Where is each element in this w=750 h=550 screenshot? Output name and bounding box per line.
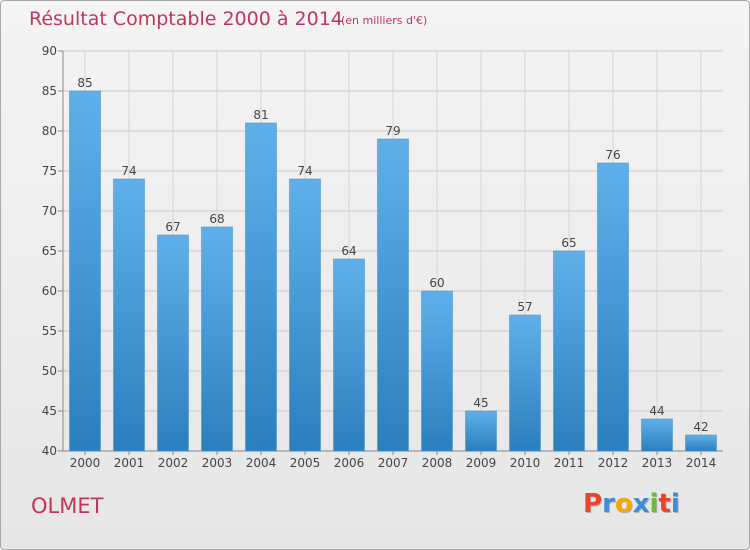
y-tick-label: 45 (42, 404, 57, 418)
logo-letter: P (583, 489, 603, 519)
y-tick-label: 85 (42, 84, 57, 98)
y-tick-label: 75 (42, 164, 57, 178)
bars (69, 90, 717, 452)
data-label-2010: 57 (517, 300, 532, 314)
data-label-2009: 45 (473, 396, 488, 410)
x-tick-label-2008: 2008 (422, 456, 453, 470)
y-tick-label: 80 (42, 124, 57, 138)
logo-letter: o (614, 489, 633, 519)
x-tick-label-2005: 2005 (290, 456, 321, 470)
data-label-2008: 60 (429, 276, 444, 290)
data-label-2006: 64 (341, 244, 356, 258)
y-tick-label: 50 (42, 364, 57, 378)
bar-2010 (509, 314, 541, 452)
logo-letter: i (649, 489, 659, 519)
x-tick-label-2011: 2011 (554, 456, 585, 470)
x-tick-label-2004: 2004 (246, 456, 277, 470)
x-tick-label-2010: 2010 (510, 456, 541, 470)
bar-2013 (641, 418, 673, 452)
y-tick-label: 90 (42, 44, 57, 58)
x-tick-label-2001: 2001 (114, 456, 145, 470)
data-label-2000: 85 (77, 76, 92, 90)
data-label-2004: 81 (253, 108, 268, 122)
x-tick-label-2003: 2003 (202, 456, 233, 470)
data-label-2014: 42 (693, 420, 708, 434)
bar-2009 (465, 410, 497, 452)
data-label-2011: 65 (561, 236, 576, 250)
x-tick-label-2000: 2000 (70, 456, 101, 470)
bar-2012 (597, 162, 629, 452)
chart-title: Résultat Comptable 2000 à 2014 (29, 8, 343, 30)
logo-letter: i (670, 489, 680, 519)
x-tick-label-2007: 2007 (378, 456, 409, 470)
y-tick-label: 70 (42, 204, 57, 218)
bar-2000 (69, 90, 101, 452)
data-label-2007: 79 (385, 124, 400, 138)
proxiti-logo[interactable]: Proxiti (583, 489, 680, 523)
y-tick-label: 40 (42, 444, 57, 458)
logo-letter: x (632, 489, 650, 519)
chart-subtitle: (en milliers d'€) (341, 14, 428, 27)
data-labels: 85 74 67 68 81 74 64 79 60 45 57 65 76 44 42 (77, 76, 708, 434)
y-tick-label: 65 (42, 244, 57, 258)
bar-2003 (201, 226, 233, 452)
bar-2005 (289, 178, 321, 452)
bar-2001 (113, 178, 145, 452)
x-tick-label-2002: 2002 (158, 456, 189, 470)
commune-name: OLMET (31, 494, 104, 518)
bar-2008 (421, 290, 453, 452)
y-tick-label: 55 (42, 324, 57, 338)
data-label-2012: 76 (605, 148, 620, 162)
data-label-2003: 68 (209, 212, 224, 226)
logo-letter: r (602, 489, 615, 519)
bar-2004 (245, 122, 277, 452)
x-tick-label-2014: 2014 (686, 456, 717, 470)
bar-2011 (553, 250, 585, 452)
x-tick-label-2009: 2009 (466, 456, 497, 470)
bar-2014 (685, 434, 717, 452)
bar-2006 (333, 258, 365, 452)
y-tick-label: 60 (42, 284, 57, 298)
x-tick-label-2012: 2012 (598, 456, 629, 470)
data-label-2005: 74 (297, 164, 312, 178)
x-tick-label-2013: 2013 (642, 456, 673, 470)
data-label-2002: 67 (165, 220, 180, 234)
data-label-2001: 74 (121, 164, 136, 178)
x-tick-label-2006: 2006 (334, 456, 365, 470)
bar-2007 (377, 138, 409, 452)
bar-2002 (157, 234, 189, 452)
logo-letter: t (658, 489, 671, 519)
data-label-2013: 44 (649, 404, 664, 418)
